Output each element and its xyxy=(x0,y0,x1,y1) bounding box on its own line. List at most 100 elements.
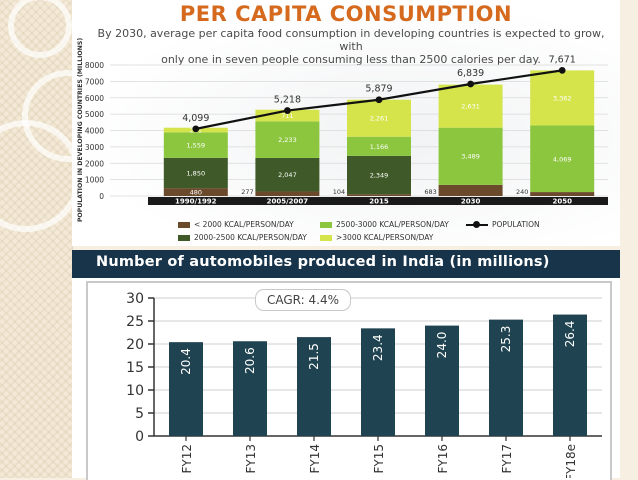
population-point xyxy=(375,96,383,104)
population-value-label: 7,671 xyxy=(549,54,576,65)
y-tick-label: 10 xyxy=(126,383,144,399)
y-tick-label: 0 xyxy=(99,192,104,201)
production-bar xyxy=(553,314,587,436)
y-tick-label: 5000 xyxy=(85,110,104,119)
stacked-bar-segment xyxy=(255,157,320,192)
x-tick-label: 1990/1992 xyxy=(175,198,217,206)
x-tick-label: FY15 xyxy=(372,444,386,474)
segment-value-label: 480 xyxy=(190,189,202,197)
y-tick-label: 8000 xyxy=(85,61,104,70)
x-tick-label: 2030 xyxy=(461,198,481,206)
consumption-chart-title: PER CAPITA CONSUMPTION xyxy=(179,2,513,26)
stacked-bar-segment xyxy=(438,184,503,196)
legend-swatch xyxy=(320,235,332,241)
population-value-label: 6,839 xyxy=(457,68,484,79)
legend-swatch xyxy=(178,222,190,228)
population-value-label: 5,879 xyxy=(365,84,392,95)
automobile-chart-panel: Number of automobiles produced in India … xyxy=(72,250,620,480)
production-bar xyxy=(169,342,203,436)
legend-label: < 2000 KCAL/PERSON/DAY xyxy=(194,220,294,229)
stacked-bar-segment xyxy=(347,194,411,196)
subtitle-line-2: only one in seven people consuming less … xyxy=(161,53,541,66)
segment-value-label: 4,069 xyxy=(553,155,572,163)
y-tick-label: 1000 xyxy=(85,176,104,185)
y-tick-label: 4000 xyxy=(85,127,104,136)
stacked-bar-segment xyxy=(530,70,595,126)
population-point xyxy=(192,125,200,133)
legend-item: 2000-2500 KCAL/PERSON/DAY xyxy=(178,233,307,242)
automobile-bar-chart: 30 25 20 15 10 5 0 20.4 FY12 20.6 FY13 21.5 FY14 23.4… xyxy=(126,291,602,478)
stacked-bar-segment xyxy=(530,125,595,193)
y-tick-label: 5 xyxy=(135,406,144,422)
segment-value-label: 104 xyxy=(333,188,345,196)
segment-value-label: 711 xyxy=(281,112,293,120)
x-tick-label: 2050 xyxy=(552,198,572,206)
stacked-bar-segment xyxy=(530,192,595,196)
stacked-bar-segment xyxy=(163,157,228,189)
stacked-bar-segment xyxy=(438,127,503,185)
y-tick-label: 0 xyxy=(135,429,144,445)
segment-value-label: 3,362 xyxy=(553,94,572,102)
automobile-chart-title: Number of automobiles produced in India … xyxy=(96,254,550,270)
automobile-chart-header: Number of automobiles produced in India … xyxy=(72,250,620,278)
segment-value-label: 2,261 xyxy=(370,115,389,123)
segment-value-label: 1,166 xyxy=(370,143,389,151)
stacked-bar-segment xyxy=(438,84,503,128)
decorative-sidebar xyxy=(0,0,114,478)
segment-value-label: 2,233 xyxy=(278,136,297,144)
x-tick-label: FY14 xyxy=(308,444,322,474)
legend-item: POPULATION xyxy=(466,220,540,229)
legend-item: >3000 KCAL/PERSON/DAY xyxy=(320,233,433,242)
stacked-bar-segment xyxy=(163,132,228,158)
production-bar xyxy=(489,319,523,436)
segment-value-label: 277 xyxy=(241,188,253,196)
population-point xyxy=(558,66,566,74)
y-tick-label: 30 xyxy=(126,291,144,307)
bar-value-label: 21.5 xyxy=(307,343,321,370)
legend-item: 2500-3000 KCAL/PERSON/DAY xyxy=(320,220,449,229)
segment-value-label: 2,047 xyxy=(278,171,297,179)
stacked-bar-segment xyxy=(163,188,228,196)
y-tick-label: 15 xyxy=(126,360,144,376)
stacked-bar-segment xyxy=(347,99,411,137)
y-tick-label: 3000 xyxy=(85,143,104,152)
y-axis-label: POPULATION IN DEVELOPING COUNTRIES (MILL… xyxy=(77,38,84,222)
subtitle-line-1: By 2030, average per capita food consump… xyxy=(97,27,605,53)
y-tick-label: 25 xyxy=(126,314,144,330)
consumption-chart-subtitle: By 2030, average per capita food consump… xyxy=(86,27,616,66)
stacked-bar-segment xyxy=(347,155,411,195)
stacked-bar-segment xyxy=(347,136,411,156)
x-tick-label: 2015 xyxy=(369,198,389,206)
x-tick-label: FY12 xyxy=(180,444,194,474)
legend-item: < 2000 KCAL/PERSON/DAY xyxy=(178,220,294,229)
population-value-label: 5,218 xyxy=(274,95,301,106)
x-tick-label: FY17 xyxy=(500,444,514,474)
bar-value-label: 25.3 xyxy=(499,326,513,353)
legend-swatch xyxy=(178,235,190,241)
category-band xyxy=(148,197,608,205)
decorative-ring xyxy=(8,0,72,58)
production-bar xyxy=(233,341,267,436)
bar-value-label: 26.4 xyxy=(563,321,577,348)
bar-value-label: 20.6 xyxy=(243,347,257,374)
segment-value-label: 683 xyxy=(424,188,436,196)
legend-line-marker xyxy=(466,221,488,228)
legend-label: 2500-3000 KCAL/PERSON/DAY xyxy=(336,220,449,229)
population-value-label: 4,099 xyxy=(182,113,209,124)
y-tick-label: 2000 xyxy=(85,159,104,168)
cagr-annotation: CAGR: 4.4% xyxy=(255,289,351,311)
stacked-bar-segment xyxy=(255,121,320,158)
x-tick-label: FY18e xyxy=(564,444,578,478)
segment-value-label: 1,559 xyxy=(186,142,205,150)
segment-value-label: 2,631 xyxy=(461,103,480,111)
bar-value-label: 23.4 xyxy=(371,334,385,361)
segment-value-label: 2,349 xyxy=(370,172,389,180)
population-point xyxy=(284,107,291,114)
y-tick-label: 6000 xyxy=(85,94,104,103)
bar-value-label: 20.4 xyxy=(179,348,193,375)
segment-value-label: 240 xyxy=(516,188,528,196)
production-bar xyxy=(297,337,331,436)
bar-value-label: 24.0 xyxy=(435,332,449,359)
x-tick-label: 2005/2007 xyxy=(267,198,309,206)
y-tick-label: 20 xyxy=(126,337,144,353)
